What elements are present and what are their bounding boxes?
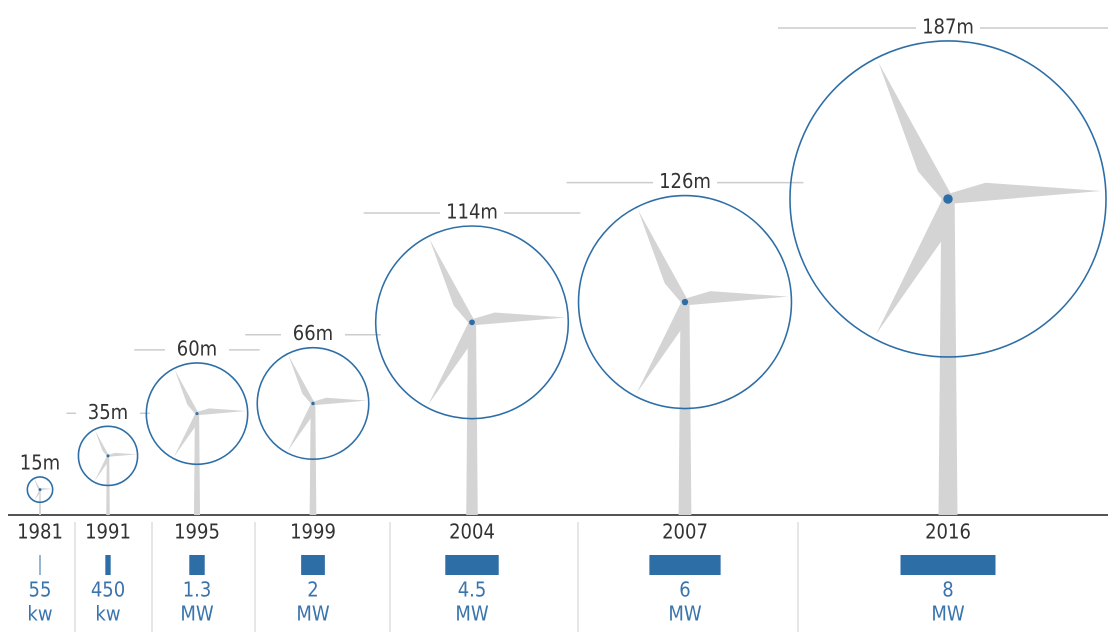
power-unit: kw bbox=[95, 602, 120, 626]
power-unit: MW bbox=[668, 602, 702, 626]
blade bbox=[196, 408, 247, 416]
hub bbox=[106, 454, 110, 458]
diameter-label: 114m bbox=[446, 200, 498, 224]
hub bbox=[681, 298, 689, 306]
blade bbox=[876, 196, 953, 335]
power-value: 1.3 bbox=[183, 578, 212, 602]
power-value: 2 bbox=[307, 578, 318, 602]
blade bbox=[39, 487, 53, 491]
hub bbox=[311, 401, 315, 406]
blade bbox=[638, 210, 688, 304]
rotor-circle bbox=[26, 476, 54, 504]
blade bbox=[34, 478, 41, 490]
blade bbox=[107, 452, 137, 457]
year-label: 1995 bbox=[174, 520, 220, 544]
power-unit: MW bbox=[455, 602, 489, 626]
rotor-circle bbox=[256, 346, 370, 461]
power-unit: MW bbox=[931, 602, 965, 626]
blade bbox=[684, 291, 789, 306]
hub bbox=[943, 194, 953, 204]
power-bar bbox=[189, 555, 205, 575]
power-bar bbox=[301, 555, 325, 575]
blade bbox=[428, 320, 475, 405]
blade bbox=[94, 430, 109, 457]
blade bbox=[287, 402, 315, 452]
hub bbox=[195, 412, 199, 416]
blade bbox=[636, 300, 688, 394]
power-value: 450 bbox=[91, 578, 125, 602]
diameter-label: 66m bbox=[293, 321, 333, 345]
power-bar bbox=[900, 555, 996, 575]
year-label: 1999 bbox=[290, 520, 336, 544]
blade bbox=[94, 455, 109, 482]
blade bbox=[471, 312, 566, 326]
blade bbox=[947, 182, 1102, 204]
diameter-label: 35m bbox=[88, 400, 128, 424]
diameter-label: 126m bbox=[659, 169, 711, 193]
power-bar bbox=[445, 555, 499, 575]
year-label: 2016 bbox=[925, 520, 971, 544]
year-label: 2007 bbox=[662, 520, 708, 544]
power-value: 55 bbox=[29, 578, 52, 602]
power-unit: kw bbox=[27, 602, 52, 626]
year-label: 1981 bbox=[17, 520, 63, 544]
power-bar bbox=[105, 555, 111, 575]
rotor-circle bbox=[145, 362, 249, 466]
rotor-circle bbox=[789, 40, 1107, 358]
blade bbox=[173, 412, 199, 458]
blade bbox=[34, 489, 41, 501]
power-value: 8 bbox=[942, 578, 953, 602]
hub bbox=[469, 319, 475, 326]
rotor-circle bbox=[577, 194, 793, 410]
rotor-circle bbox=[374, 225, 570, 420]
diameter-label: 60m bbox=[177, 336, 217, 360]
power-value: 4.5 bbox=[458, 578, 487, 602]
year-label: 2004 bbox=[449, 520, 495, 544]
blade bbox=[878, 62, 953, 202]
power-value: 6 bbox=[679, 578, 690, 602]
blade bbox=[174, 369, 199, 415]
blade bbox=[288, 355, 315, 405]
hub bbox=[38, 488, 42, 492]
power-unit: MW bbox=[180, 602, 214, 626]
rotor-circle bbox=[77, 425, 139, 487]
power-bar bbox=[39, 555, 41, 575]
year-label: 1991 bbox=[85, 520, 131, 544]
blade bbox=[312, 397, 368, 406]
power-bar bbox=[649, 555, 721, 575]
diameter-label: 187m bbox=[922, 14, 974, 38]
power-unit: MW bbox=[296, 602, 330, 626]
diameter-label: 15m bbox=[20, 450, 60, 474]
blade bbox=[429, 239, 475, 324]
